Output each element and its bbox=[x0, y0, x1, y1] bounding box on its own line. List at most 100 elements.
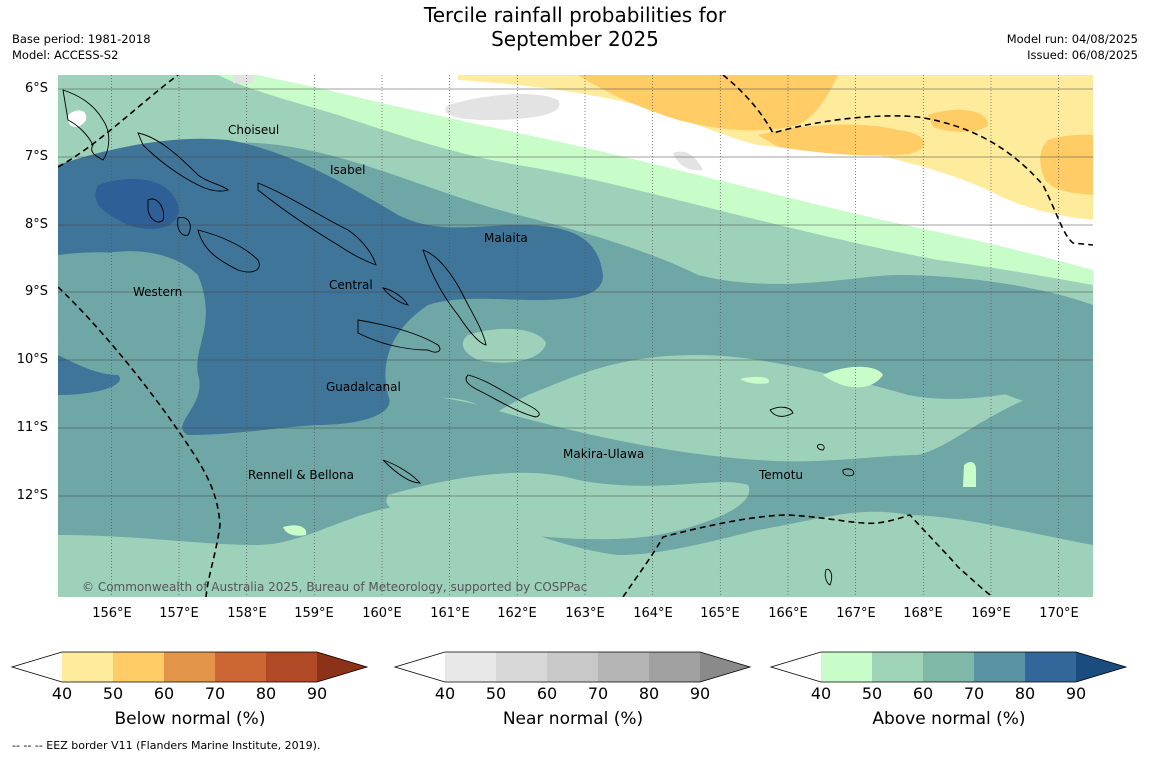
island-choiseul bbox=[137, 132, 229, 192]
region-label-makira-ulawa: Makira-Ulawa bbox=[563, 447, 645, 461]
model-name: Model: ACCESS-S2 bbox=[12, 48, 119, 62]
island-outlines bbox=[62, 89, 855, 586]
cbar-below-seg-1 bbox=[62, 652, 113, 682]
region-label-guadalcanal: Guadalcanal bbox=[326, 380, 401, 394]
colorbar-above bbox=[769, 651, 1128, 683]
lon-label-164e: 164°E bbox=[633, 606, 673, 621]
cbar-above-tick-80: 80 bbox=[1014, 684, 1036, 703]
cbar-above-seg-2 bbox=[872, 652, 923, 682]
region-label-western: Western bbox=[133, 285, 183, 299]
island-makira bbox=[465, 374, 540, 418]
graticule bbox=[111, 75, 1059, 597]
map-title: Tercile rainfall probabilities for Septe… bbox=[0, 3, 1150, 51]
lat-label-8s: 8°S bbox=[24, 217, 48, 232]
cbar-near-tick-50: 50 bbox=[485, 684, 507, 703]
island-florida bbox=[381, 287, 409, 306]
eez-border bbox=[58, 75, 1093, 597]
title-line-2: September 2025 bbox=[491, 27, 659, 51]
cbar-above-outline bbox=[769, 651, 1128, 683]
fill-below-50 bbox=[458, 75, 1093, 220]
lat-label-11s: 11°S bbox=[16, 420, 48, 435]
colorbar-near bbox=[393, 651, 752, 683]
lon-label-159e: 159°E bbox=[294, 606, 334, 621]
region-label-temotu: Temotu bbox=[759, 468, 804, 482]
lon-label-170e: 170°E bbox=[1039, 606, 1079, 621]
fill-below-60-d bbox=[1040, 134, 1093, 195]
lon-label-162e: 162°E bbox=[497, 606, 537, 621]
fill-near-50-a bbox=[445, 93, 560, 120]
fill-above-80-west bbox=[58, 355, 120, 395]
cbar-below-outline bbox=[10, 651, 369, 683]
map-svg bbox=[58, 75, 1093, 597]
island-malaita bbox=[422, 249, 487, 346]
fill-below-60-b bbox=[758, 124, 925, 156]
island-guadalcanal bbox=[357, 319, 441, 353]
lon-label-169e: 169°E bbox=[971, 606, 1011, 621]
cbar-near-tick-90: 90 bbox=[689, 684, 711, 703]
fill-below-60-c bbox=[928, 109, 988, 132]
cbar-near-tick-40: 40 bbox=[434, 684, 456, 703]
lat-label-10s: 10°S bbox=[16, 352, 48, 367]
cbar-above-tick-60: 60 bbox=[912, 684, 934, 703]
lon-label-161e: 161°E bbox=[430, 606, 470, 621]
cbar-below-tick-60: 60 bbox=[153, 684, 175, 703]
cbar-near-seg-4 bbox=[598, 652, 649, 682]
fill-near-50-b bbox=[673, 151, 703, 171]
cbar-above-seg-3 bbox=[923, 652, 974, 682]
fill-above-60-south-pocket bbox=[386, 472, 750, 540]
fill-near-50-c bbox=[233, 75, 253, 83]
island-anuta bbox=[842, 468, 855, 477]
cbar-above-seg-5 bbox=[1025, 652, 1076, 682]
fill-above-50-small-c bbox=[963, 462, 976, 487]
region-label-isabel: Isabel bbox=[330, 163, 366, 177]
latitude-lines bbox=[58, 88, 1093, 497]
meta-left: Base period: 1981-2018 Model: ACCESS-S2 bbox=[12, 31, 151, 63]
fill-above-90 bbox=[95, 179, 179, 229]
cbar-near-tick-70: 70 bbox=[587, 684, 609, 703]
colorbar-near-label: Near normal (%) bbox=[502, 709, 644, 729]
lon-label-165e: 165°E bbox=[700, 606, 740, 621]
title-line-1: Tercile rainfall probabilities for bbox=[423, 3, 727, 27]
colorbar-above-label: Above normal (%) bbox=[872, 709, 1026, 729]
cbar-near-tick-60: 60 bbox=[536, 684, 558, 703]
cbar-below-seg-2 bbox=[113, 652, 164, 682]
lat-label-7s: 7°S bbox=[24, 149, 48, 164]
fill-above-70-east bbox=[978, 335, 1093, 415]
cbar-below-seg-3 bbox=[164, 652, 215, 682]
region-label-malaita: Malaita bbox=[484, 231, 528, 245]
lon-label-157e: 157°E bbox=[159, 606, 199, 621]
cbar-near-seg-2 bbox=[496, 652, 547, 682]
lon-label-166e: 166°E bbox=[768, 606, 808, 621]
meta-right: Model run: 04/08/2025 Issued: 06/08/2025 bbox=[1007, 31, 1138, 63]
cbar-near-tick-80: 80 bbox=[638, 684, 660, 703]
island-kolombangara bbox=[177, 217, 191, 236]
lon-label-167e: 167°E bbox=[836, 606, 876, 621]
base-period: Base period: 1981-2018 bbox=[12, 32, 151, 46]
colorbar-below-label: Below normal (%) bbox=[114, 709, 266, 729]
fill-above-70-west bbox=[58, 252, 169, 350]
cbar-below-tick-40: 40 bbox=[51, 684, 73, 703]
colorbar-below bbox=[10, 651, 369, 683]
island-bougainville bbox=[62, 89, 110, 161]
lat-label-9s: 9°S bbox=[24, 284, 48, 299]
cbar-near-seg-0 bbox=[395, 652, 445, 682]
island-new-georgia bbox=[197, 229, 260, 273]
cbar-near-seg-5 bbox=[649, 652, 700, 682]
cbar-near-outline bbox=[393, 651, 752, 683]
fill-above-60-bottom bbox=[58, 544, 1093, 597]
region-label-rennell-bellona: Rennell & Bellona bbox=[248, 468, 355, 482]
cbar-below-seg-6 bbox=[317, 652, 367, 682]
cbar-below-seg-5 bbox=[266, 652, 317, 682]
map-panel[interactable]: Choiseul Isabel Malaita Western Central … bbox=[58, 75, 1093, 597]
lon-label-158e: 158°E bbox=[227, 606, 267, 621]
lon-label-163e: 163°E bbox=[565, 606, 605, 621]
cbar-near-seg-3 bbox=[547, 652, 598, 682]
island-rennell bbox=[382, 459, 421, 484]
cbar-below-tick-90: 90 bbox=[306, 684, 328, 703]
lon-label-156e: 156°E bbox=[92, 606, 132, 621]
cbar-above-tick-70: 70 bbox=[963, 684, 985, 703]
lon-label-168e: 168°E bbox=[903, 606, 943, 621]
island-santa-cruz bbox=[769, 406, 794, 417]
fill-above-50-east bbox=[823, 366, 883, 388]
cbar-below-tick-70: 70 bbox=[204, 684, 226, 703]
